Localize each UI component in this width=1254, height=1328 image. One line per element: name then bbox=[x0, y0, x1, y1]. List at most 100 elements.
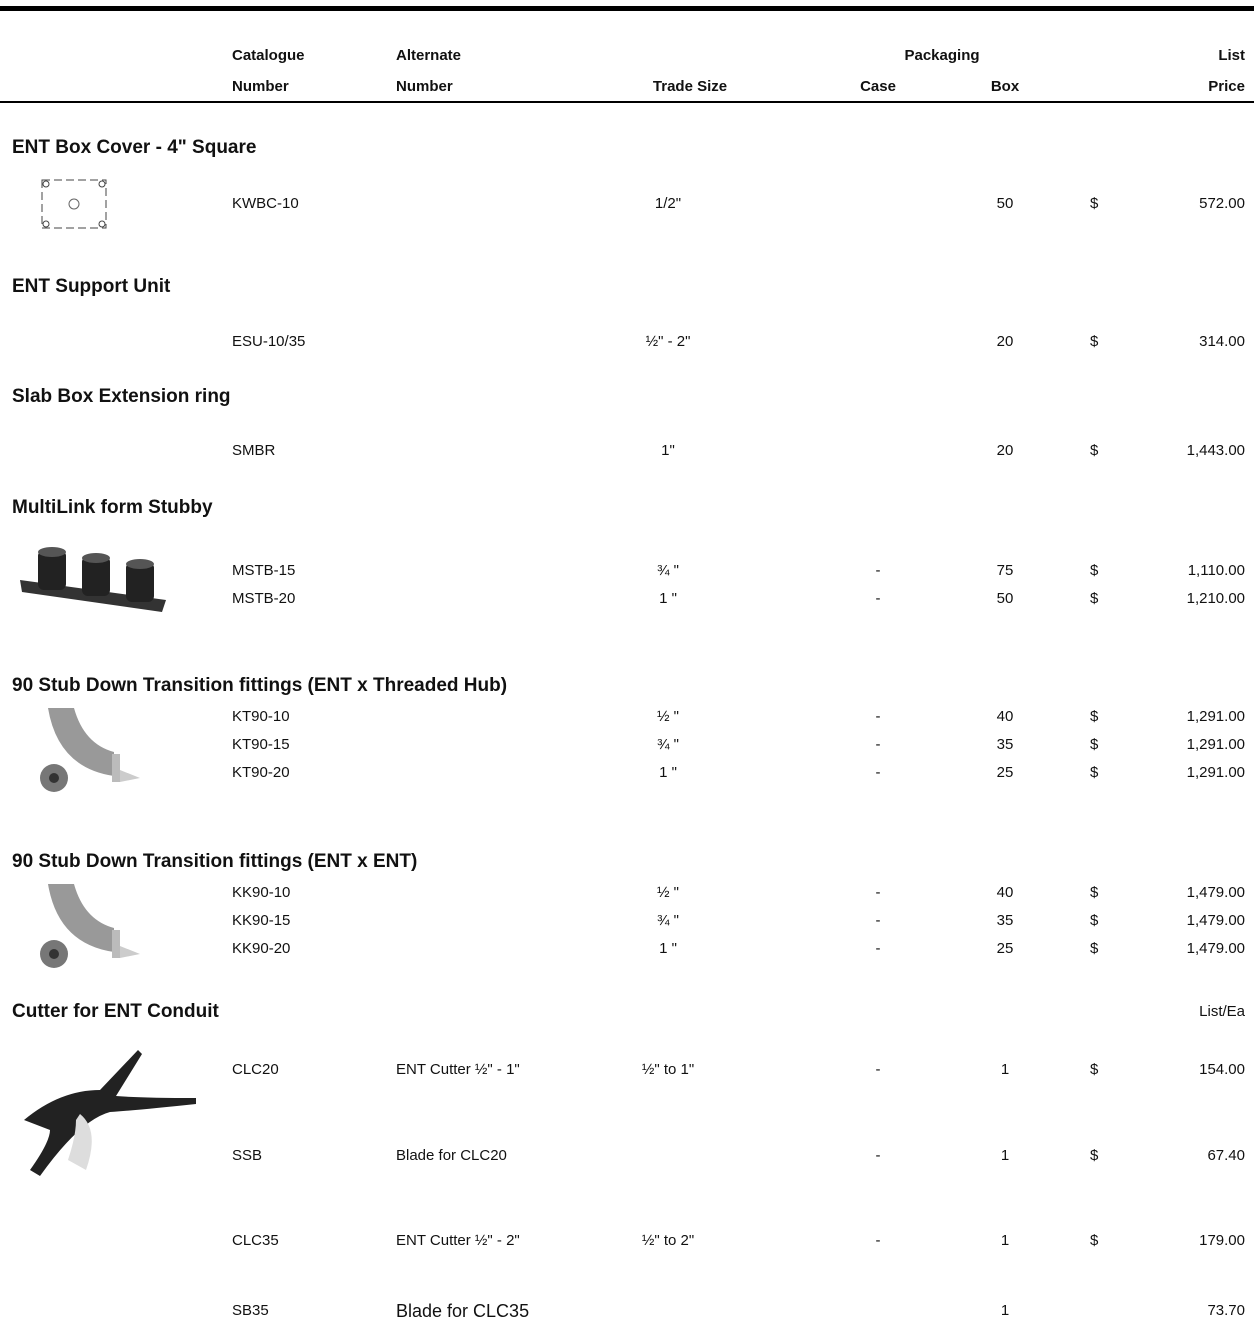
header-alternate: Number bbox=[396, 78, 453, 95]
alternate-number: ENT Cutter ½" - 2" bbox=[396, 1232, 520, 1249]
currency: $ bbox=[1090, 1147, 1099, 1164]
catalogue-number: KT90-10 bbox=[232, 708, 290, 725]
trade-size: ½" - 2" bbox=[645, 333, 691, 350]
currency: $ bbox=[1090, 195, 1099, 212]
catalogue-number: KK90-20 bbox=[232, 940, 291, 957]
trade-size: ½" to 1" bbox=[641, 1061, 695, 1078]
list-price: 1,443.00 bbox=[1186, 442, 1245, 459]
case-qty: - bbox=[875, 764, 881, 781]
header-trade-size: Trade Size bbox=[652, 78, 728, 95]
box-qty: 25 bbox=[996, 764, 1014, 781]
box-qty: 1 bbox=[1000, 1147, 1010, 1164]
list-price: 73.70 bbox=[1207, 1302, 1245, 1319]
trade-size: ¾ " bbox=[656, 912, 680, 929]
list-price: 179.00 bbox=[1199, 1232, 1245, 1249]
currency: $ bbox=[1090, 590, 1099, 607]
trade-size: ¾ " bbox=[656, 736, 680, 753]
box-qty: 25 bbox=[996, 940, 1014, 957]
header-case: Case bbox=[860, 78, 896, 95]
trade-size: ¾ " bbox=[656, 562, 680, 579]
catalogue-number: KK90-10 bbox=[232, 884, 291, 901]
header-catalogue: Number bbox=[232, 78, 289, 95]
header-list: List bbox=[1218, 47, 1245, 64]
list-price: 154.00 bbox=[1199, 1061, 1245, 1078]
currency: $ bbox=[1090, 333, 1099, 350]
case-qty: - bbox=[875, 736, 881, 753]
box-qty: 1 bbox=[1000, 1061, 1010, 1078]
currency: $ bbox=[1090, 1232, 1099, 1249]
trade-size: 1 " bbox=[659, 764, 677, 781]
currency: $ bbox=[1090, 1061, 1099, 1078]
catalogue-number: KT90-15 bbox=[232, 736, 290, 753]
list-price: 1,479.00 bbox=[1186, 940, 1245, 957]
section-title: Cutter for ENT Conduit bbox=[12, 1001, 219, 1022]
section-title: ENT Box Cover - 4" Square bbox=[12, 137, 257, 158]
list-price: 1,291.00 bbox=[1186, 708, 1245, 725]
list-price: 1,291.00 bbox=[1186, 764, 1245, 781]
currency: $ bbox=[1090, 940, 1099, 957]
catalogue-number: CLC20 bbox=[232, 1061, 279, 1078]
section-title: ENT Support Unit bbox=[12, 276, 171, 297]
list-price: 1,291.00 bbox=[1186, 736, 1245, 753]
box-qty: 40 bbox=[996, 884, 1014, 901]
case-qty: - bbox=[875, 884, 881, 901]
trade-size: 1 " bbox=[659, 590, 677, 607]
currency: $ bbox=[1090, 764, 1099, 781]
list-price: 1,479.00 bbox=[1186, 912, 1245, 929]
catalogue-number: MSTB-15 bbox=[232, 562, 296, 579]
trade-size: 1" bbox=[661, 442, 675, 459]
alternate-number: Blade for CLC20 bbox=[396, 1147, 507, 1164]
box-qty: 50 bbox=[996, 590, 1014, 607]
section-title: 90 Stub Down Transition fittings (ENT x … bbox=[12, 675, 508, 696]
currency: $ bbox=[1090, 562, 1099, 579]
box-qty: 20 bbox=[996, 333, 1014, 350]
list-price: 1,110.00 bbox=[1187, 562, 1245, 579]
list-price: 67.40 bbox=[1207, 1147, 1245, 1164]
cutter-image bbox=[24, 1050, 196, 1176]
catalogue-number: MSTB-20 bbox=[232, 590, 296, 607]
case-qty: - bbox=[875, 708, 881, 725]
section-title: 90 Stub Down Transition fittings (ENT x … bbox=[12, 851, 418, 872]
currency: $ bbox=[1090, 884, 1099, 901]
price-note: List/Ea bbox=[1199, 1003, 1245, 1020]
top-rule bbox=[0, 6, 1254, 11]
box-qty: 75 bbox=[996, 562, 1014, 579]
currency: $ bbox=[1090, 708, 1099, 725]
header-alternate: Alternate bbox=[396, 47, 462, 64]
alternate-number: ENT Cutter ½" - 1" bbox=[396, 1061, 520, 1078]
box-qty: 20 bbox=[996, 442, 1014, 459]
case-qty: - bbox=[875, 912, 881, 929]
alternate-number: Blade for CLC35 bbox=[396, 1301, 530, 1321]
case-qty: - bbox=[875, 940, 881, 957]
header-box: Box bbox=[990, 78, 1020, 95]
case-qty: - bbox=[875, 562, 881, 579]
header-packaging: Packaging bbox=[904, 47, 980, 64]
box-cover-image bbox=[41, 179, 107, 229]
catalogue-number: KWBC-10 bbox=[232, 195, 299, 212]
catalogue-number: SMBR bbox=[232, 442, 276, 459]
box-qty: 35 bbox=[996, 912, 1014, 929]
list-price: 572.00 bbox=[1199, 195, 1245, 212]
currency: $ bbox=[1090, 912, 1099, 929]
case-qty: - bbox=[875, 1232, 881, 1249]
list-price: 314.00 bbox=[1199, 333, 1245, 350]
box-qty: 1 bbox=[1000, 1302, 1010, 1319]
box-qty: 35 bbox=[996, 736, 1014, 753]
catalogue-number: SB35 bbox=[232, 1302, 269, 1319]
trade-size: 1 " bbox=[659, 940, 677, 957]
case-qty: - bbox=[875, 1061, 881, 1078]
stubby-image bbox=[20, 547, 166, 612]
catalogue-number: KK90-15 bbox=[232, 912, 291, 929]
header-rule bbox=[0, 101, 1254, 103]
list-price: 1,479.00 bbox=[1186, 884, 1245, 901]
case-qty: - bbox=[875, 590, 881, 607]
currency: $ bbox=[1090, 736, 1099, 753]
catalogue-number: CLC35 bbox=[232, 1232, 279, 1249]
catalogue-number: ESU-10/35 bbox=[232, 333, 306, 350]
header-price: Price bbox=[1208, 78, 1245, 95]
trade-size: ½" to 2" bbox=[641, 1232, 695, 1249]
box-qty: 50 bbox=[996, 195, 1014, 212]
elbow-ent-image bbox=[40, 884, 140, 968]
list-price: 1,210.00 bbox=[1186, 590, 1245, 607]
